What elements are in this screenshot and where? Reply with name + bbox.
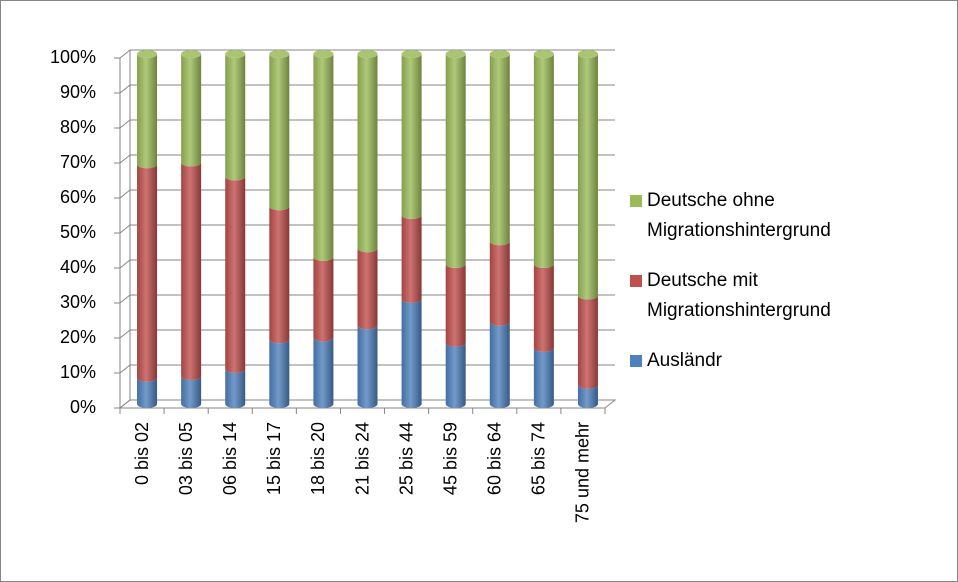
x-tick-label: 60 bis 64 bbox=[485, 422, 505, 495]
bar-segment bbox=[181, 54, 202, 167]
legend-label: Ausländr bbox=[647, 350, 722, 371]
bar-segment bbox=[401, 215, 422, 303]
bar-segment bbox=[225, 54, 246, 181]
bar-segment bbox=[225, 369, 246, 408]
legend-label: Deutsche mit Migrationshintergrund bbox=[647, 270, 831, 321]
y-tick-label: 20% bbox=[60, 327, 96, 347]
bar-segment bbox=[269, 339, 290, 408]
bar-segment bbox=[533, 54, 554, 268]
bar-segment bbox=[137, 377, 158, 408]
x-tick-label: 45 bis 59 bbox=[440, 422, 460, 495]
bar-segment bbox=[313, 337, 334, 408]
bar-segment bbox=[137, 54, 158, 169]
bar-cap bbox=[225, 50, 246, 58]
bar-segment bbox=[269, 206, 290, 344]
bar-cap bbox=[401, 50, 422, 58]
y-tick-label: 90% bbox=[60, 82, 96, 102]
legend-swatch bbox=[630, 195, 642, 207]
bar-cap bbox=[445, 50, 466, 58]
x-tick-label: 18 bis 20 bbox=[308, 422, 328, 495]
bar-segment bbox=[489, 54, 510, 246]
bar-segment bbox=[577, 295, 598, 389]
bar-cap bbox=[137, 50, 158, 58]
bar-cap bbox=[489, 50, 510, 58]
bar-segment bbox=[489, 321, 510, 408]
bar-cap bbox=[269, 50, 290, 58]
bar-segment bbox=[225, 176, 246, 373]
bar-segment bbox=[137, 164, 158, 382]
bar-segment bbox=[445, 54, 466, 268]
bar-segment bbox=[577, 384, 598, 408]
x-tick-label: 06 bis 14 bbox=[220, 422, 240, 495]
x-tick-label: 21 bis 24 bbox=[352, 422, 372, 495]
bar-cap bbox=[533, 50, 554, 58]
x-tick-label: 65 bis 74 bbox=[529, 422, 549, 495]
x-tick-label: 03 bis 05 bbox=[176, 422, 196, 495]
bar-segment bbox=[445, 342, 466, 408]
y-tick-label: 50% bbox=[60, 222, 96, 242]
legend-swatch bbox=[630, 355, 642, 367]
bar-segment bbox=[313, 54, 334, 261]
legend-swatch bbox=[630, 275, 642, 287]
bar-segment bbox=[313, 257, 334, 342]
y-tick-label: 80% bbox=[60, 117, 96, 137]
bar-segment bbox=[577, 54, 598, 300]
bar-segment bbox=[269, 54, 290, 211]
legend-item: Deutsche ohne Migrationshintergrund bbox=[630, 186, 945, 246]
bar-segment bbox=[401, 54, 422, 219]
bar-cap bbox=[357, 50, 378, 58]
bar-segment bbox=[533, 264, 554, 352]
bar-segment bbox=[357, 325, 378, 408]
x-tick-label: 0 bis 02 bbox=[132, 422, 152, 485]
y-tick-label: 70% bbox=[60, 152, 96, 172]
bar-cap bbox=[181, 50, 202, 58]
y-tick-label: 30% bbox=[60, 292, 96, 312]
x-tick-label: 25 bis 44 bbox=[396, 422, 416, 495]
bar-segment bbox=[445, 264, 466, 347]
bar-segment bbox=[489, 241, 510, 326]
legend-item: Deutsche mit Migrationshintergrund bbox=[630, 266, 945, 326]
bar-cap bbox=[577, 50, 598, 58]
bar-segment bbox=[181, 376, 202, 408]
y-tick-label: 0% bbox=[70, 397, 96, 417]
y-tick-label: 60% bbox=[60, 187, 96, 207]
x-tick-label: 15 bis 17 bbox=[264, 422, 284, 495]
bar-segment bbox=[357, 54, 378, 253]
y-tick-label: 100% bbox=[50, 47, 96, 67]
bar-segment bbox=[401, 299, 422, 408]
bar-segment bbox=[181, 162, 202, 380]
legend-item: Ausländr bbox=[630, 346, 945, 376]
y-tick-label: 10% bbox=[60, 362, 96, 382]
y-tick-label: 40% bbox=[60, 257, 96, 277]
grid-line bbox=[119, 49, 615, 59]
legend-label: Deutsche ohne Migrationshintergrund bbox=[647, 190, 831, 241]
bar-segment bbox=[533, 348, 554, 408]
bar-cap bbox=[313, 50, 334, 58]
x-tick-label: 75 und mehr bbox=[573, 422, 593, 523]
bar-segment bbox=[357, 248, 378, 330]
